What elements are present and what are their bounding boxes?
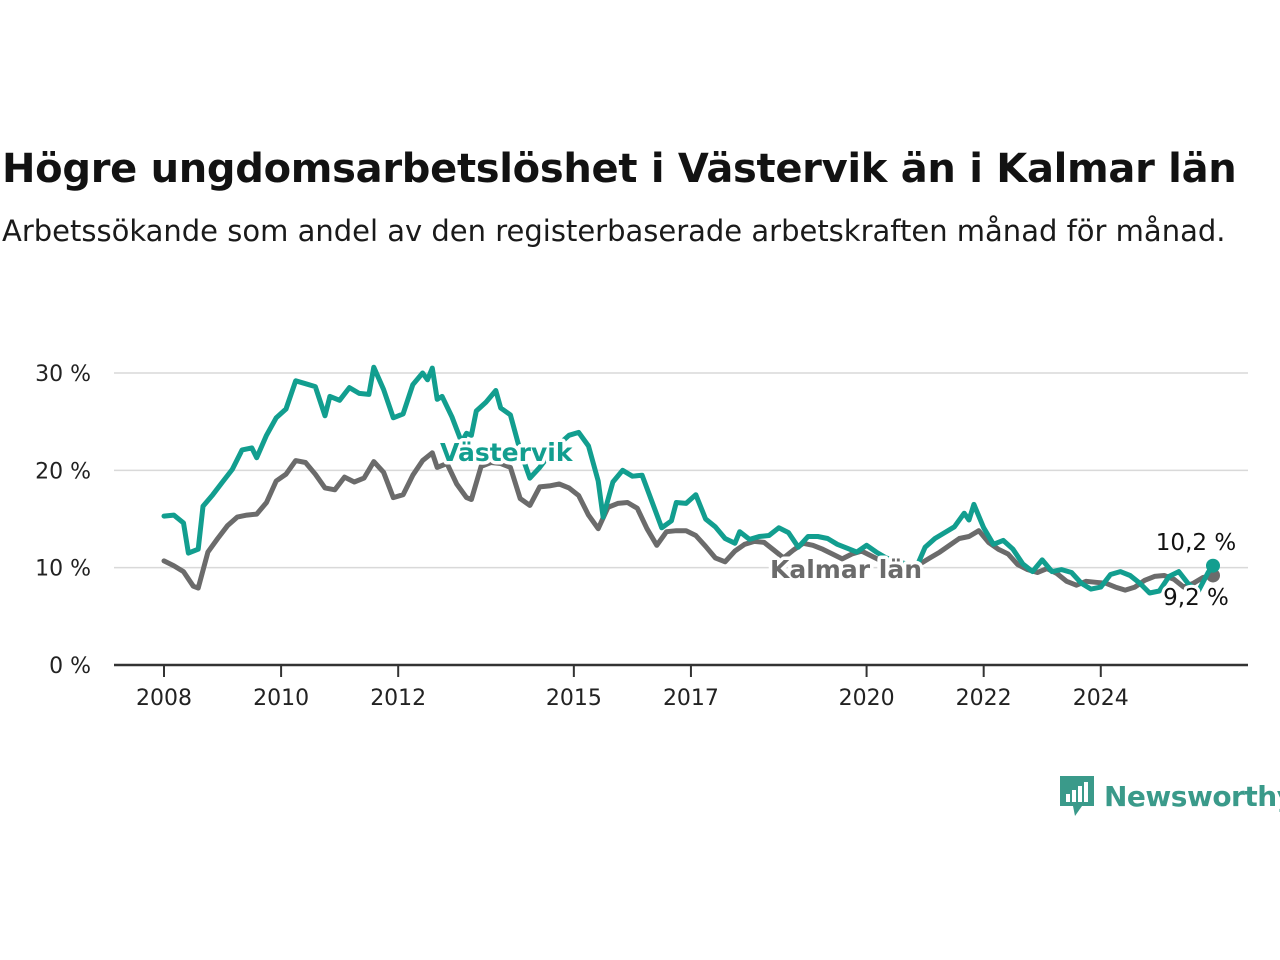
y-tick-label: 0 % [49,654,91,679]
y-tick-label: 10 % [35,557,91,582]
x-tick-label: 2022 [956,686,1012,711]
x-tick-label: 2008 [136,686,192,711]
newsworthy-logo-text: Newsworthy [1104,779,1280,813]
x-tick-label: 2010 [253,686,309,711]
x-tick-label: 2020 [839,686,895,711]
y-tick-label: 30 % [35,362,91,387]
series-label-kalmar: Kalmar län [770,555,922,584]
newsworthy-logo: Newsworthy [1058,774,1280,818]
chart-subtitle: Arbetssökande som andel av den registerb… [2,214,1226,248]
y-axis-ticks: 0 % 10 % 20 % 30 % [35,362,91,679]
x-tick-label: 2024 [1073,686,1129,711]
x-axis: 2008 2010 2012 2015 2017 2020 2022 2024 [114,663,1248,711]
series-line-kalmar [161,450,1216,593]
series-end-point [1206,558,1220,573]
end-value-label-vastervik: 10,2 % [1156,530,1236,556]
series-labels: Västervik Kalmar län 10,2 % 9,2 % [437,435,1240,615]
series-label-vastervik: Västervik [440,438,574,467]
y-tick-label: 20 % [35,459,91,484]
series-line-vastervik [161,364,1216,596]
x-tick-label: 2012 [370,686,426,711]
series-lines [161,364,1220,596]
line-chart: 0 % 10 % 20 % 30 % 2008 2010 2012 2015 2017 2020… [35,362,1248,711]
gridlines [114,372,1248,569]
x-tick-label: 2015 [546,686,602,711]
newsworthy-logo-icon [1060,776,1094,816]
x-tick-label: 2017 [663,686,719,711]
end-value-label-kalmar: 9,2 % [1163,585,1229,611]
chart-title: Högre ungdomsarbetslöshet i Västervik än… [2,146,1237,192]
